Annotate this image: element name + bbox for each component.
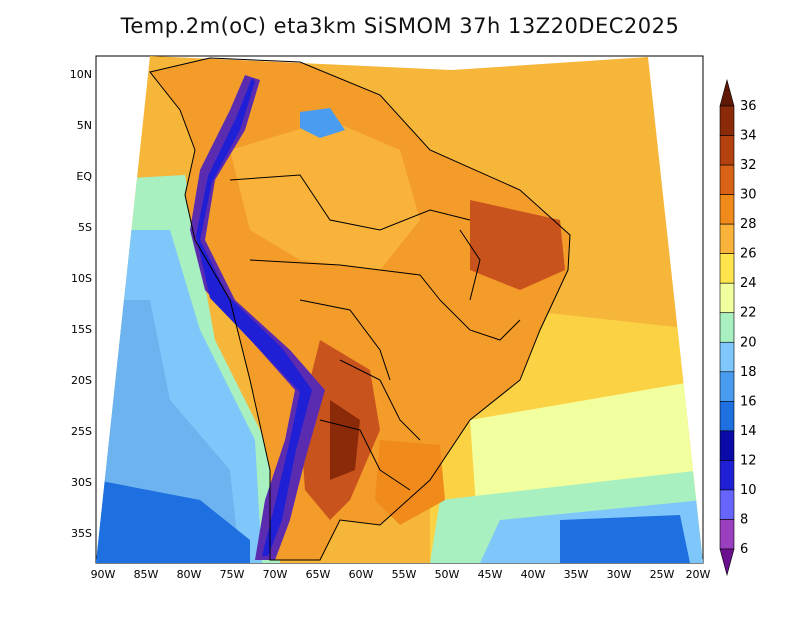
- lat-tick: 25S: [71, 425, 92, 438]
- lon-tick: 45W: [478, 568, 503, 581]
- border-paraguay: [339, 359, 421, 441]
- colorbar-swatch: [719, 253, 735, 284]
- colorbar-swatch: [719, 105, 735, 136]
- lat-tick: 10N: [70, 68, 92, 81]
- atlantic-cold-patch: [560, 515, 690, 563]
- northeast-hot-region: [470, 200, 565, 290]
- colorbar-label: 30: [740, 188, 757, 203]
- colorbar-label: 16: [740, 394, 757, 409]
- lon-tick: 50W: [435, 568, 460, 581]
- lat-tick: 30S: [71, 476, 92, 489]
- border-peru-brazil: [249, 259, 441, 301]
- colorbar-label: 24: [740, 276, 757, 291]
- border-argentina: [319, 419, 411, 491]
- colorbar-swatch: [719, 223, 735, 254]
- colorbar-swatch: [719, 489, 735, 520]
- lon-tick: 65W: [306, 568, 331, 581]
- lon-tick: 55W: [392, 568, 417, 581]
- colorbar: 36 34 32 30 28 26 24 22 20 18 16 14 12 10 8 6: [719, 78, 757, 577]
- temperature-field: [96, 56, 703, 563]
- lon-tick: 35W: [564, 568, 589, 581]
- lon-tick: 60W: [349, 568, 374, 581]
- continent-coastline: [149, 57, 571, 561]
- colorbar-label: 22: [740, 306, 757, 321]
- border-brazil-states: [439, 299, 521, 341]
- colorbar-label: 36: [740, 99, 757, 114]
- lat-tick: 35S: [71, 527, 92, 540]
- colorbar-top-arrow: [719, 78, 735, 107]
- colorbar-swatch: [719, 519, 735, 550]
- lat-tick: 15S: [71, 323, 92, 336]
- colorbar-swatch: [719, 401, 735, 432]
- colorbar-label: 28: [740, 217, 757, 232]
- colorbar-swatch: [719, 371, 735, 402]
- colorbar-swatch: [719, 164, 735, 195]
- lat-tick: 5N: [77, 119, 92, 132]
- colorbar-label: 6: [740, 542, 748, 557]
- colorbar-label: 34: [740, 129, 757, 144]
- pacific-cold-patch: [96, 480, 250, 563]
- colorbar-swatch: [719, 460, 735, 491]
- lat-axis: 10N 5N EQ 5S 10S 15S 20S 25S 30S 35S: [70, 68, 93, 540]
- colorbar-label: 26: [740, 247, 757, 262]
- lon-tick: 25W: [650, 568, 675, 581]
- colorbar-label: 18: [740, 365, 757, 380]
- lat-tick: 20S: [71, 374, 92, 387]
- map-title: Temp.2m(oC) eta3km SiSMOM 37h 13Z20DEC20…: [120, 14, 680, 38]
- country-boundaries: [149, 57, 571, 561]
- colorbar-label: 8: [740, 512, 748, 527]
- colorbar-label: 32: [740, 158, 757, 173]
- colorbar-bottom-arrow: [719, 548, 735, 577]
- lon-axis: 90W 85W 80W 75W 70W 65W 60W 55W 50W 45W …: [91, 568, 711, 581]
- border-north: [229, 174, 471, 231]
- lon-tick: 85W: [134, 568, 159, 581]
- colorbar-label: 14: [740, 424, 757, 439]
- lon-tick: 30W: [607, 568, 632, 581]
- lon-tick: 80W: [177, 568, 202, 581]
- border-brazil-states-2: [459, 229, 481, 301]
- colorbar-swatch: [719, 135, 735, 166]
- colorbar-label: 12: [740, 453, 757, 468]
- colorbar-label: 20: [740, 335, 757, 350]
- lat-tick: EQ: [76, 170, 92, 183]
- border-bolivia: [299, 299, 391, 381]
- lon-tick: 20W: [686, 568, 711, 581]
- lat-tick: 10S: [71, 272, 92, 285]
- colorbar-swatch: [719, 194, 735, 225]
- lon-tick: 40W: [521, 568, 546, 581]
- lon-tick: 75W: [220, 568, 245, 581]
- amazon-region: [230, 120, 420, 270]
- chaco-core: [330, 400, 360, 480]
- south-brazil-region: [375, 440, 445, 525]
- guiana-highlands: [300, 108, 345, 138]
- lon-tick: 70W: [263, 568, 288, 581]
- colorbar-swatch: [719, 312, 735, 343]
- colorbar-swatch: [719, 341, 735, 373]
- colorbar-swatch: [719, 282, 735, 314]
- colorbar-swatch: [719, 430, 735, 461]
- lon-tick: 90W: [91, 568, 116, 581]
- colorbar-label: 10: [740, 483, 757, 498]
- lat-tick: 5S: [78, 221, 92, 234]
